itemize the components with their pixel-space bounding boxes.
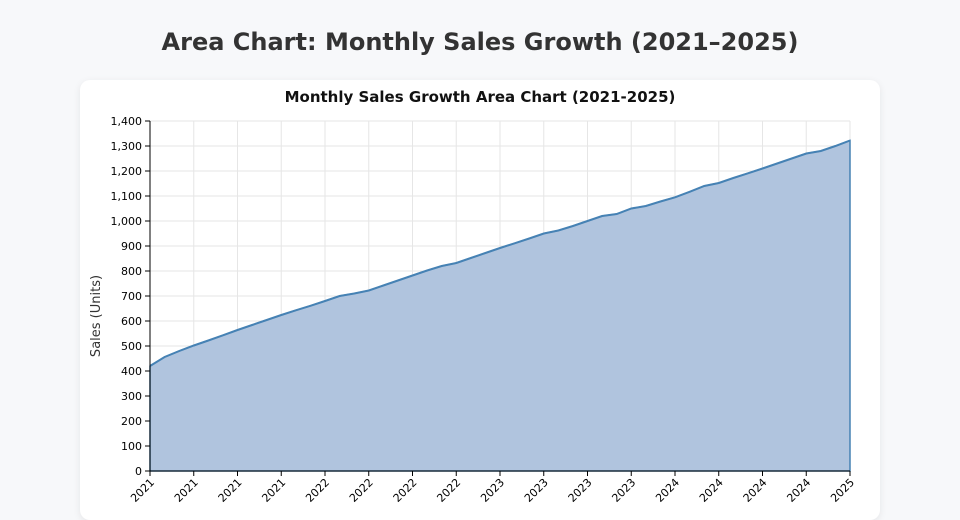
x-tick-label: 2021 bbox=[259, 476, 288, 505]
x-tick-label: 2024 bbox=[741, 476, 770, 505]
y-tick-label: 400 bbox=[121, 365, 142, 378]
y-tick-label: 700 bbox=[121, 290, 142, 303]
y-tick-label: 800 bbox=[121, 265, 142, 278]
y-tick-label: 1,200 bbox=[111, 165, 143, 178]
x-tick-label: 2021 bbox=[128, 476, 157, 505]
x-tick-label: 2023 bbox=[609, 476, 638, 505]
x-tick-label: 2024 bbox=[784, 476, 813, 505]
series-line bbox=[149, 139, 851, 367]
x-tick-label: 2021 bbox=[216, 476, 245, 505]
x-tick-label: 2022 bbox=[391, 476, 420, 505]
area-chart: Monthly Sales Growth Area Chart (2021-20… bbox=[89, 88, 857, 505]
x-tick-label: 2021 bbox=[172, 476, 201, 505]
y-tick-label: 0 bbox=[135, 465, 142, 478]
x-tick-label: 2023 bbox=[566, 476, 595, 505]
x-tick-label: 2022 bbox=[434, 476, 463, 505]
x-tick-label: 2023 bbox=[522, 476, 551, 505]
y-axis: 0 100 200 300 400 500 600 700 800 900 1,000 1,100 1,… bbox=[111, 115, 151, 478]
x-tick-label: 2025 bbox=[828, 476, 857, 505]
y-tick-label: 600 bbox=[121, 315, 142, 328]
page-title: Area Chart: Monthly Sales Growth (2021–2… bbox=[161, 28, 799, 56]
y-tick-label: 500 bbox=[121, 340, 142, 353]
y-tick-label: 100 bbox=[121, 440, 142, 453]
y-tick-label: 1,000 bbox=[111, 215, 143, 228]
y-tick-label: 1,100 bbox=[111, 190, 143, 203]
x-tick-label: 2023 bbox=[478, 476, 507, 505]
x-tick-label: 2022 bbox=[347, 476, 376, 505]
x-tick-label: 2024 bbox=[697, 476, 726, 505]
y-tick-label: 900 bbox=[121, 240, 142, 253]
y-tick-label: 300 bbox=[121, 390, 142, 403]
y-axis-label: Sales (Units) bbox=[89, 275, 104, 357]
y-tick-label: 1,300 bbox=[111, 140, 143, 153]
x-tick-label: 2022 bbox=[303, 476, 332, 505]
y-tick-label: 200 bbox=[121, 415, 142, 428]
chart-title: Monthly Sales Growth Area Chart (2021-20… bbox=[285, 88, 676, 106]
y-tick-label: 1,400 bbox=[111, 115, 143, 128]
chart-card: Monthly Sales Growth Area Chart (2021-20… bbox=[80, 80, 880, 520]
x-tick-label: 2024 bbox=[653, 476, 682, 505]
